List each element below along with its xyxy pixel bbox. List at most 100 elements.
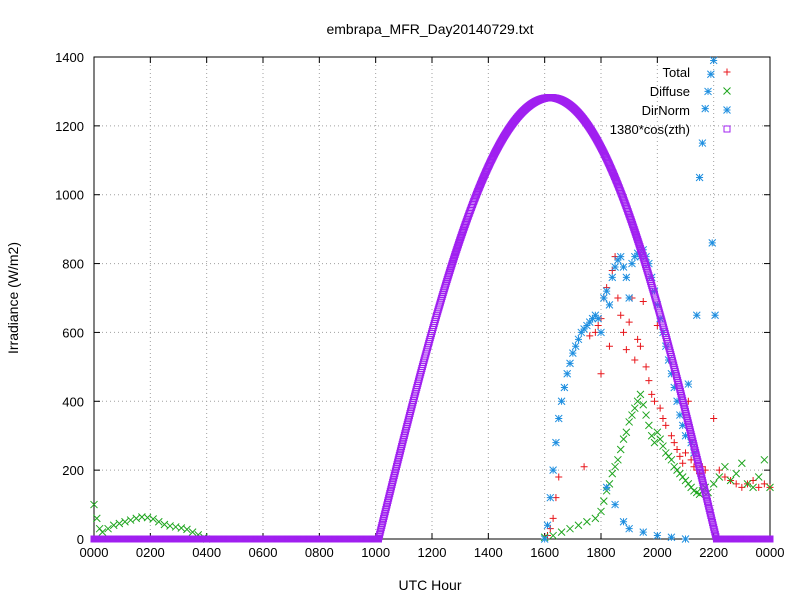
data-point (676, 385, 684, 393)
data-point (554, 414, 563, 423)
data-point (388, 481, 396, 489)
data-point (760, 455, 769, 464)
data-point (390, 474, 398, 482)
data-point (630, 404, 639, 413)
data-point (377, 526, 385, 534)
data-point (653, 531, 662, 540)
data-point (568, 349, 577, 357)
data-point (650, 287, 659, 295)
data-point (670, 361, 678, 369)
y-tick-label: 200 (62, 463, 84, 478)
legend-marker (723, 106, 731, 114)
data-point (679, 396, 687, 404)
data-point (115, 519, 124, 528)
data-point (696, 465, 704, 473)
data-point (591, 514, 600, 523)
data-point (608, 469, 617, 478)
data-point (656, 435, 665, 444)
x-axis-title: UTC Hour (398, 577, 461, 593)
data-point (392, 465, 400, 473)
data-point (160, 520, 169, 529)
x-tick-label: 0000 (756, 545, 785, 560)
legend-marker (723, 125, 731, 133)
data-point (384, 496, 392, 504)
data-point (695, 462, 703, 470)
data-point (710, 526, 718, 534)
data-point (381, 508, 389, 516)
data-point (684, 380, 693, 388)
data-point (614, 294, 622, 302)
data-point (616, 445, 625, 454)
chart-title: embrapa_MFR_Day20140729.txt (326, 21, 533, 37)
data-point (688, 435, 696, 443)
data-point (726, 476, 735, 485)
data-point (625, 524, 634, 533)
data-point (704, 87, 712, 96)
data-point (711, 528, 719, 536)
data-point (396, 449, 404, 457)
data-point (622, 273, 631, 282)
data-point (670, 439, 678, 447)
data-point (628, 411, 636, 419)
data-point (382, 505, 390, 513)
data-point (701, 486, 709, 494)
legend-label: 1380*cos(zth) (610, 122, 690, 137)
data-point (574, 335, 583, 344)
data-point (608, 273, 617, 282)
data-point (583, 517, 591, 526)
data-point (560, 383, 569, 392)
x-tick-label: 1600 (530, 545, 559, 560)
data-point (698, 139, 707, 147)
y-axis-title: Irradiance (W/m2) (5, 242, 21, 354)
data-point (673, 445, 681, 453)
data-point (177, 524, 186, 532)
data-point (448, 259, 456, 267)
data-point (642, 363, 650, 371)
x-tick-label: 1000 (361, 545, 390, 560)
data-layer (90, 56, 774, 543)
data-point (605, 342, 613, 350)
data-point (671, 366, 679, 374)
data-point (580, 463, 588, 471)
legend-item: DirNorm (642, 103, 731, 118)
x-tick-label: 0200 (136, 545, 165, 560)
data-point (636, 342, 644, 350)
data-point (395, 451, 403, 459)
data-point (653, 301, 662, 309)
data-point (375, 533, 383, 541)
data-point (639, 400, 648, 409)
data-point (387, 483, 395, 491)
data-point (697, 469, 705, 477)
data-point (448, 261, 456, 269)
legend: Total Diffuse DirNorm 1380*cos(zth) (610, 65, 731, 137)
data-point (679, 459, 687, 467)
data-point (379, 517, 387, 525)
data-point (645, 377, 653, 385)
data-point (698, 476, 706, 484)
data-point (622, 346, 630, 354)
data-point (766, 483, 774, 492)
data-point (680, 401, 688, 409)
x-tick-label: 2200 (699, 545, 728, 560)
data-point (385, 494, 393, 502)
data-point (662, 421, 670, 429)
data-point (656, 314, 665, 323)
data-point (670, 363, 678, 371)
legend-item: Diffuse (650, 84, 731, 99)
data-point (390, 472, 398, 480)
data-point (678, 421, 687, 430)
data-point (405, 412, 413, 420)
legend-label: Total (663, 65, 691, 80)
data-point (710, 523, 718, 531)
data-point (703, 497, 711, 505)
data-point (635, 239, 643, 247)
data-point (681, 431, 690, 440)
series-1380-cos-zth- (90, 94, 774, 543)
data-point (377, 524, 385, 532)
data-point (132, 514, 141, 523)
data-point (693, 456, 701, 464)
data-point (540, 535, 549, 543)
legend-marker (723, 68, 731, 76)
data-point (400, 434, 408, 442)
